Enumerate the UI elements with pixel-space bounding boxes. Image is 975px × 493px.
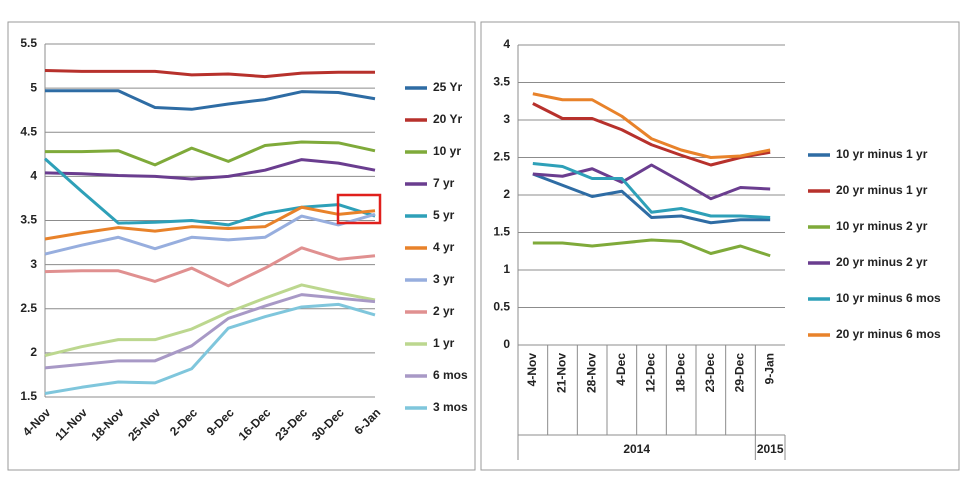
legend-label: 20 yr minus 2 yr	[836, 255, 928, 269]
series-line	[532, 238, 771, 258]
series-line	[44, 302, 376, 395]
y-tick-label: 4.5	[20, 124, 37, 138]
x-tick-label: 2-Dec	[167, 405, 200, 438]
legend-label: 25 Yr	[433, 80, 462, 94]
series-line	[44, 157, 376, 227]
y-tick-label: 2.5	[493, 150, 510, 164]
highlight-box	[336, 193, 382, 225]
series-line	[532, 92, 771, 159]
series-line	[44, 293, 376, 370]
y-tick-label: 4	[503, 37, 510, 51]
group-label: 2014	[623, 442, 650, 456]
y-tick-label: 2	[30, 345, 37, 359]
legend-label: 10 yr	[433, 144, 461, 158]
y-tick-label: 0	[503, 337, 510, 351]
legend-label: 3 mos	[433, 400, 468, 414]
x-tick-label: 23-Dec	[703, 353, 717, 393]
x-tick-label: 12-Dec	[644, 353, 658, 393]
series-line	[44, 68, 375, 79]
y-tick-label: 3.5	[20, 213, 37, 227]
y-tick-label: 3	[30, 257, 37, 271]
x-tick-label: 4-Nov	[525, 353, 539, 387]
x-tick-label: 25-Nov	[125, 405, 163, 443]
legend-label: 10 yr minus 2 yr	[836, 219, 928, 233]
series-line	[44, 212, 376, 256]
group-label: 2015	[757, 442, 784, 456]
y-tick-label: 2	[503, 187, 510, 201]
legend-label: 7 yr	[433, 176, 455, 190]
x-tick-label: 21-Nov	[555, 353, 569, 393]
y-tick-label: 3.5	[493, 75, 510, 89]
x-tick-label: 16-Dec	[236, 405, 274, 443]
x-tick-label: 29-Dec	[733, 353, 747, 393]
y-tick-label: 1.5	[493, 225, 510, 239]
series-line	[44, 205, 376, 241]
y-tick-label: 3	[503, 112, 510, 126]
y-tick-label: 2.5	[20, 301, 37, 315]
x-tick-label: 9-Jan	[762, 353, 776, 384]
legend-label: 10 yr minus 1 yr	[836, 147, 928, 161]
legend-label: 20 Yr	[433, 112, 462, 126]
legend-label: 6 mos	[433, 368, 468, 382]
y-tick-label: 4	[30, 169, 37, 183]
series-line	[45, 89, 376, 111]
series-line	[44, 246, 376, 288]
x-tick-label: 18-Dec	[673, 353, 687, 393]
legend-label: 4 yr	[433, 240, 455, 254]
y-tick-label: 1.5	[20, 389, 37, 403]
series-line	[532, 163, 771, 201]
y-tick-label: 1	[503, 262, 510, 276]
x-tick-label: 4-Nov	[20, 405, 54, 439]
legend-label: 2 yr	[433, 304, 455, 318]
x-tick-label: 6-Jan	[351, 405, 383, 437]
x-tick-label: 30-Dec	[309, 405, 347, 443]
x-tick-label: 4-Dec	[614, 353, 628, 386]
series-line	[44, 158, 376, 181]
series-line	[532, 102, 771, 167]
legend-label: 10 yr minus 6 mos	[836, 291, 941, 305]
x-tick-label: 18-Nov	[89, 405, 127, 443]
legend-label: 1 yr	[433, 336, 455, 350]
legend-label: 3 yr	[433, 272, 455, 286]
x-tick-label: 11-Nov	[52, 405, 90, 443]
series-line	[45, 140, 376, 167]
y-tick-label: 5.5	[20, 36, 37, 50]
series-line	[532, 162, 771, 219]
x-tick-label: 28-Nov	[584, 353, 598, 393]
y-tick-label: 5	[30, 80, 37, 94]
legend-label: 20 yr minus 6 mos	[836, 327, 941, 341]
left-panel	[7, 21, 476, 471]
legend-label: 20 yr minus 1 yr	[836, 183, 928, 197]
right-panel	[480, 21, 960, 471]
y-tick-label: 0.5	[493, 300, 510, 314]
series-line	[44, 283, 376, 357]
x-tick-label: 9-Dec	[204, 405, 237, 438]
legend-label: 5 yr	[433, 208, 455, 222]
x-tick-label: 23-Dec	[272, 405, 310, 443]
series-line	[532, 172, 771, 225]
